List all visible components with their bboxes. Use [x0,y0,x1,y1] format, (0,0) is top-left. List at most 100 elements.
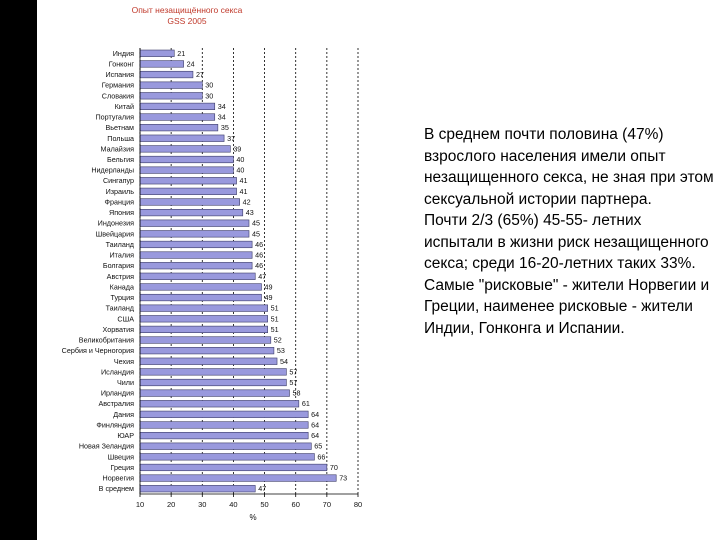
value-label: 47 [258,272,266,281]
bar [139,325,268,333]
bar [139,347,275,355]
bar [139,240,253,249]
value-label: 66 [317,452,325,461]
bar [139,134,225,142]
summary-paragraph-average: В среднем почти половина (47%) взрослого… [424,126,714,208]
category-label: Таиланд [106,240,135,249]
category-label: Хорватия [103,325,135,334]
bar [139,145,231,153]
bar [139,177,237,185]
category-label: Вьетнам [106,123,135,132]
category-label: Израиль [106,187,135,196]
bar [139,92,203,100]
x-tick-label: 50 [260,500,268,509]
category-label: Австрия [107,272,134,281]
value-label: 46 [255,251,263,260]
bar [139,60,184,68]
value-label: 65 [314,442,322,451]
category-label: В среднем [99,484,134,493]
value-label: 40 [236,155,244,164]
bar [139,389,290,397]
bar [139,272,256,280]
bar [139,230,250,238]
x-tick-label: 40 [229,500,237,509]
chart-panel [37,0,375,540]
summary-paragraph-countries: Самые "рисковые" - жители Норвегии и Гре… [424,276,710,337]
x-tick-label: 70 [323,500,331,509]
value-label: 58 [292,389,300,398]
bar [139,81,203,89]
category-label: Япония [109,208,134,217]
category-label: Польша [107,134,134,143]
category-label: Великобритания [79,336,134,345]
chart-title: Опыт незащищённого секса [132,5,243,15]
category-label: Греция [110,463,134,472]
category-label: Словакия [102,91,134,100]
value-label: 61 [302,399,310,408]
category-label: Нидерланды [91,166,134,175]
value-label: 45 [252,219,260,228]
value-label: 42 [243,197,251,206]
value-label: 64 [311,410,319,419]
value-label: 64 [311,420,319,429]
text-panel [375,0,720,540]
summary-paragraph-age: Почти 2/3 (65%) 45-55- летних испытали в… [424,212,709,272]
bar [139,198,240,206]
category-label: Норвегия [103,474,135,483]
bar [139,293,262,302]
value-label: 39 [233,144,241,153]
category-label: Испания [105,70,134,79]
value-label: 49 [264,282,272,291]
category-label: Чили [117,378,134,387]
category-label: Финляндия [96,420,134,429]
bar [139,187,237,195]
bar [139,124,219,132]
category-label: США [117,314,134,323]
value-label: 47 [258,484,266,493]
bar [139,421,309,429]
category-label: Дания [113,410,134,419]
bar [139,102,216,110]
category-label: Болгария [103,261,134,270]
x-tick-label: 20 [167,500,175,509]
category-label: Гонконг [109,59,135,68]
value-label: 34 [218,102,226,111]
bar [139,155,234,164]
bar [139,166,234,174]
value-label: 27 [196,70,204,79]
value-label: 46 [255,261,263,270]
x-tick-label: 60 [292,500,300,509]
summary-text: В среднем почти половина (47%) взрослого… [424,124,714,339]
bar [139,442,312,450]
category-label: Индия [113,49,134,58]
x-tick-label: 80 [354,500,362,509]
value-label: 37 [227,134,235,143]
category-label: Сингапур [103,176,134,185]
category-label: Франция [105,197,135,206]
value-label: 45 [252,229,260,238]
bar [139,474,337,482]
bar [139,113,216,121]
bar [139,251,253,259]
category-label: Швейцария [96,229,134,238]
category-label: Швеция [108,452,134,461]
bar [139,70,194,79]
bar [139,262,253,270]
value-label: 41 [240,176,248,185]
category-label: Новая Зеландия [79,442,134,451]
category-label: Германия [102,81,134,90]
x-tick-label: 10 [136,500,144,509]
bar [139,357,278,365]
category-label: Италия [110,251,135,260]
value-label: 70 [330,463,338,472]
value-label: 57 [289,367,297,376]
category-label: Таиланд [106,304,135,313]
bar [139,336,272,344]
value-label: 52 [274,336,282,345]
value-label: 30 [205,81,213,90]
bar [139,209,244,217]
category-label: Индонезия [98,219,134,228]
value-label: 51 [271,304,279,313]
bar [139,432,309,440]
